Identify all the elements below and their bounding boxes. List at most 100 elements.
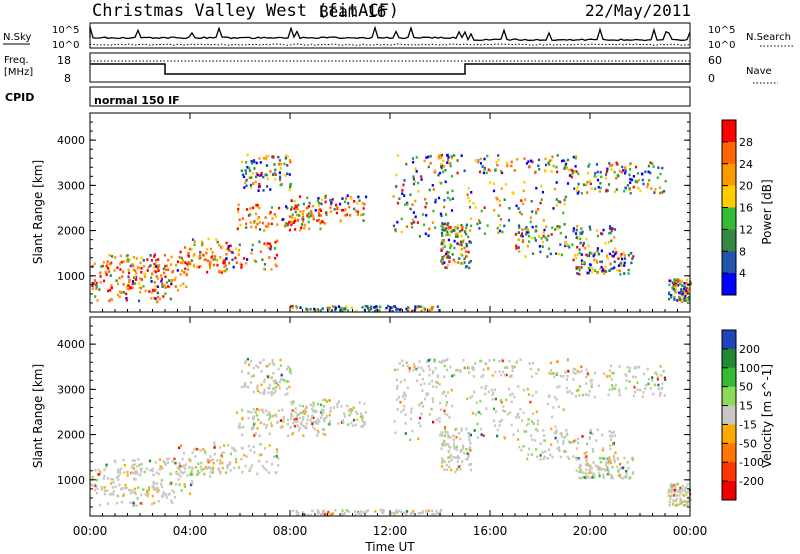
scatter-cell <box>260 173 263 177</box>
colorbar-swatch <box>722 405 736 425</box>
scatter-cell <box>596 247 599 250</box>
scatter-cell <box>252 427 255 430</box>
scatter-cell <box>151 272 154 276</box>
scatter-cell <box>553 396 556 399</box>
scatter-cell <box>423 307 426 310</box>
scatter-cell <box>301 223 304 226</box>
scatter-cell <box>394 229 397 233</box>
scatter-cell <box>405 510 409 513</box>
scatter-cell <box>215 238 218 241</box>
scatter-cell <box>431 397 434 400</box>
scatter-cell <box>155 488 158 492</box>
scatter-cell <box>617 469 620 472</box>
scatter-cell <box>263 157 266 160</box>
y-tick-label: 4000 <box>57 338 85 351</box>
scatter-cell <box>321 413 324 417</box>
scatter-cell <box>263 466 266 470</box>
scatter-cell <box>535 211 538 215</box>
scatter-cell <box>436 512 439 515</box>
scatter-cell <box>536 429 539 433</box>
scatter-cell <box>566 433 569 437</box>
scatter-cell <box>505 373 508 377</box>
scatter-cell <box>594 172 597 175</box>
scatter-cell <box>259 443 262 446</box>
scatter-cell <box>575 257 578 260</box>
scatter-cell <box>299 228 302 232</box>
scatter-cell <box>282 415 285 419</box>
scatter-cell <box>135 272 138 275</box>
scatter-cell <box>614 383 617 387</box>
scatter-cell <box>596 465 600 468</box>
scatter-cell <box>658 186 661 190</box>
scatter-cell <box>683 291 687 294</box>
scatter-cell <box>593 174 596 178</box>
scatter-cell <box>548 159 551 163</box>
scatter-cell <box>207 237 210 241</box>
scatter-cell <box>451 253 454 256</box>
scatter-cell <box>592 472 595 476</box>
scatter-cell <box>672 484 675 487</box>
scatter-cell <box>271 173 275 176</box>
scatter-cell <box>611 443 614 446</box>
scatter-cell <box>179 464 182 468</box>
scatter-cell <box>263 392 266 395</box>
scatter-cell <box>585 183 588 187</box>
scatter-cell <box>333 208 336 211</box>
scatter-cell <box>257 216 260 219</box>
scatter-cell <box>535 225 538 228</box>
scatter-cell <box>608 252 611 256</box>
scatter-cell <box>273 171 276 175</box>
scatter-cell <box>625 374 628 378</box>
scatter-cell <box>395 307 398 310</box>
scatter-cell <box>334 305 337 309</box>
scatter-cell <box>95 283 98 287</box>
scatter-cell <box>303 223 306 227</box>
scatter-cell <box>679 297 682 300</box>
scatter-cell <box>441 256 444 259</box>
scatter-cell <box>302 416 305 419</box>
scatter-cell <box>133 472 136 475</box>
scatter-cell <box>299 210 302 213</box>
scatter-cell <box>672 499 675 503</box>
scatter-cell <box>571 243 574 246</box>
scatter-cell <box>433 359 436 363</box>
noise-tick-bottom-right: 10^0 <box>708 40 735 51</box>
scatter-cell <box>496 226 499 230</box>
scatter-cell <box>144 289 147 293</box>
scatter-cell <box>210 256 213 259</box>
scatter-cell <box>247 410 250 413</box>
scatter-cell <box>309 419 312 423</box>
scatter-cell <box>610 473 613 477</box>
scatter-cell <box>517 231 520 234</box>
scatter-cell <box>279 358 282 362</box>
scatter-cell <box>273 391 276 395</box>
scatter-cell <box>525 162 529 165</box>
scatter-cell <box>311 509 314 513</box>
scatter-cell <box>636 388 639 391</box>
scatter-cell <box>598 267 602 271</box>
scatter-cell <box>178 467 181 470</box>
scatter-cell <box>632 185 635 189</box>
scatter-cell <box>285 205 288 208</box>
scatter-cell <box>184 261 187 264</box>
scatter-cell <box>636 172 639 175</box>
scatter-cell <box>409 512 413 515</box>
scatter-cell <box>288 370 291 374</box>
scatter-cell <box>220 452 223 456</box>
scatter-cell <box>288 188 291 192</box>
scatter-cell <box>579 241 582 245</box>
scatter-cell <box>618 393 621 397</box>
scatter-cell <box>579 231 582 235</box>
scatter-cell <box>254 226 257 229</box>
scatter-cell <box>443 199 446 202</box>
scatter-cell <box>470 224 473 228</box>
scatter-cell <box>521 202 524 206</box>
scatter-cell <box>322 432 325 436</box>
scatter-cell <box>442 224 445 228</box>
scatter-cell <box>482 374 485 377</box>
scatter-cell <box>105 463 108 467</box>
scatter-cell <box>361 425 364 428</box>
scatter-cell <box>131 280 135 283</box>
scatter-cell <box>117 478 120 481</box>
scatter-cell <box>340 405 343 408</box>
